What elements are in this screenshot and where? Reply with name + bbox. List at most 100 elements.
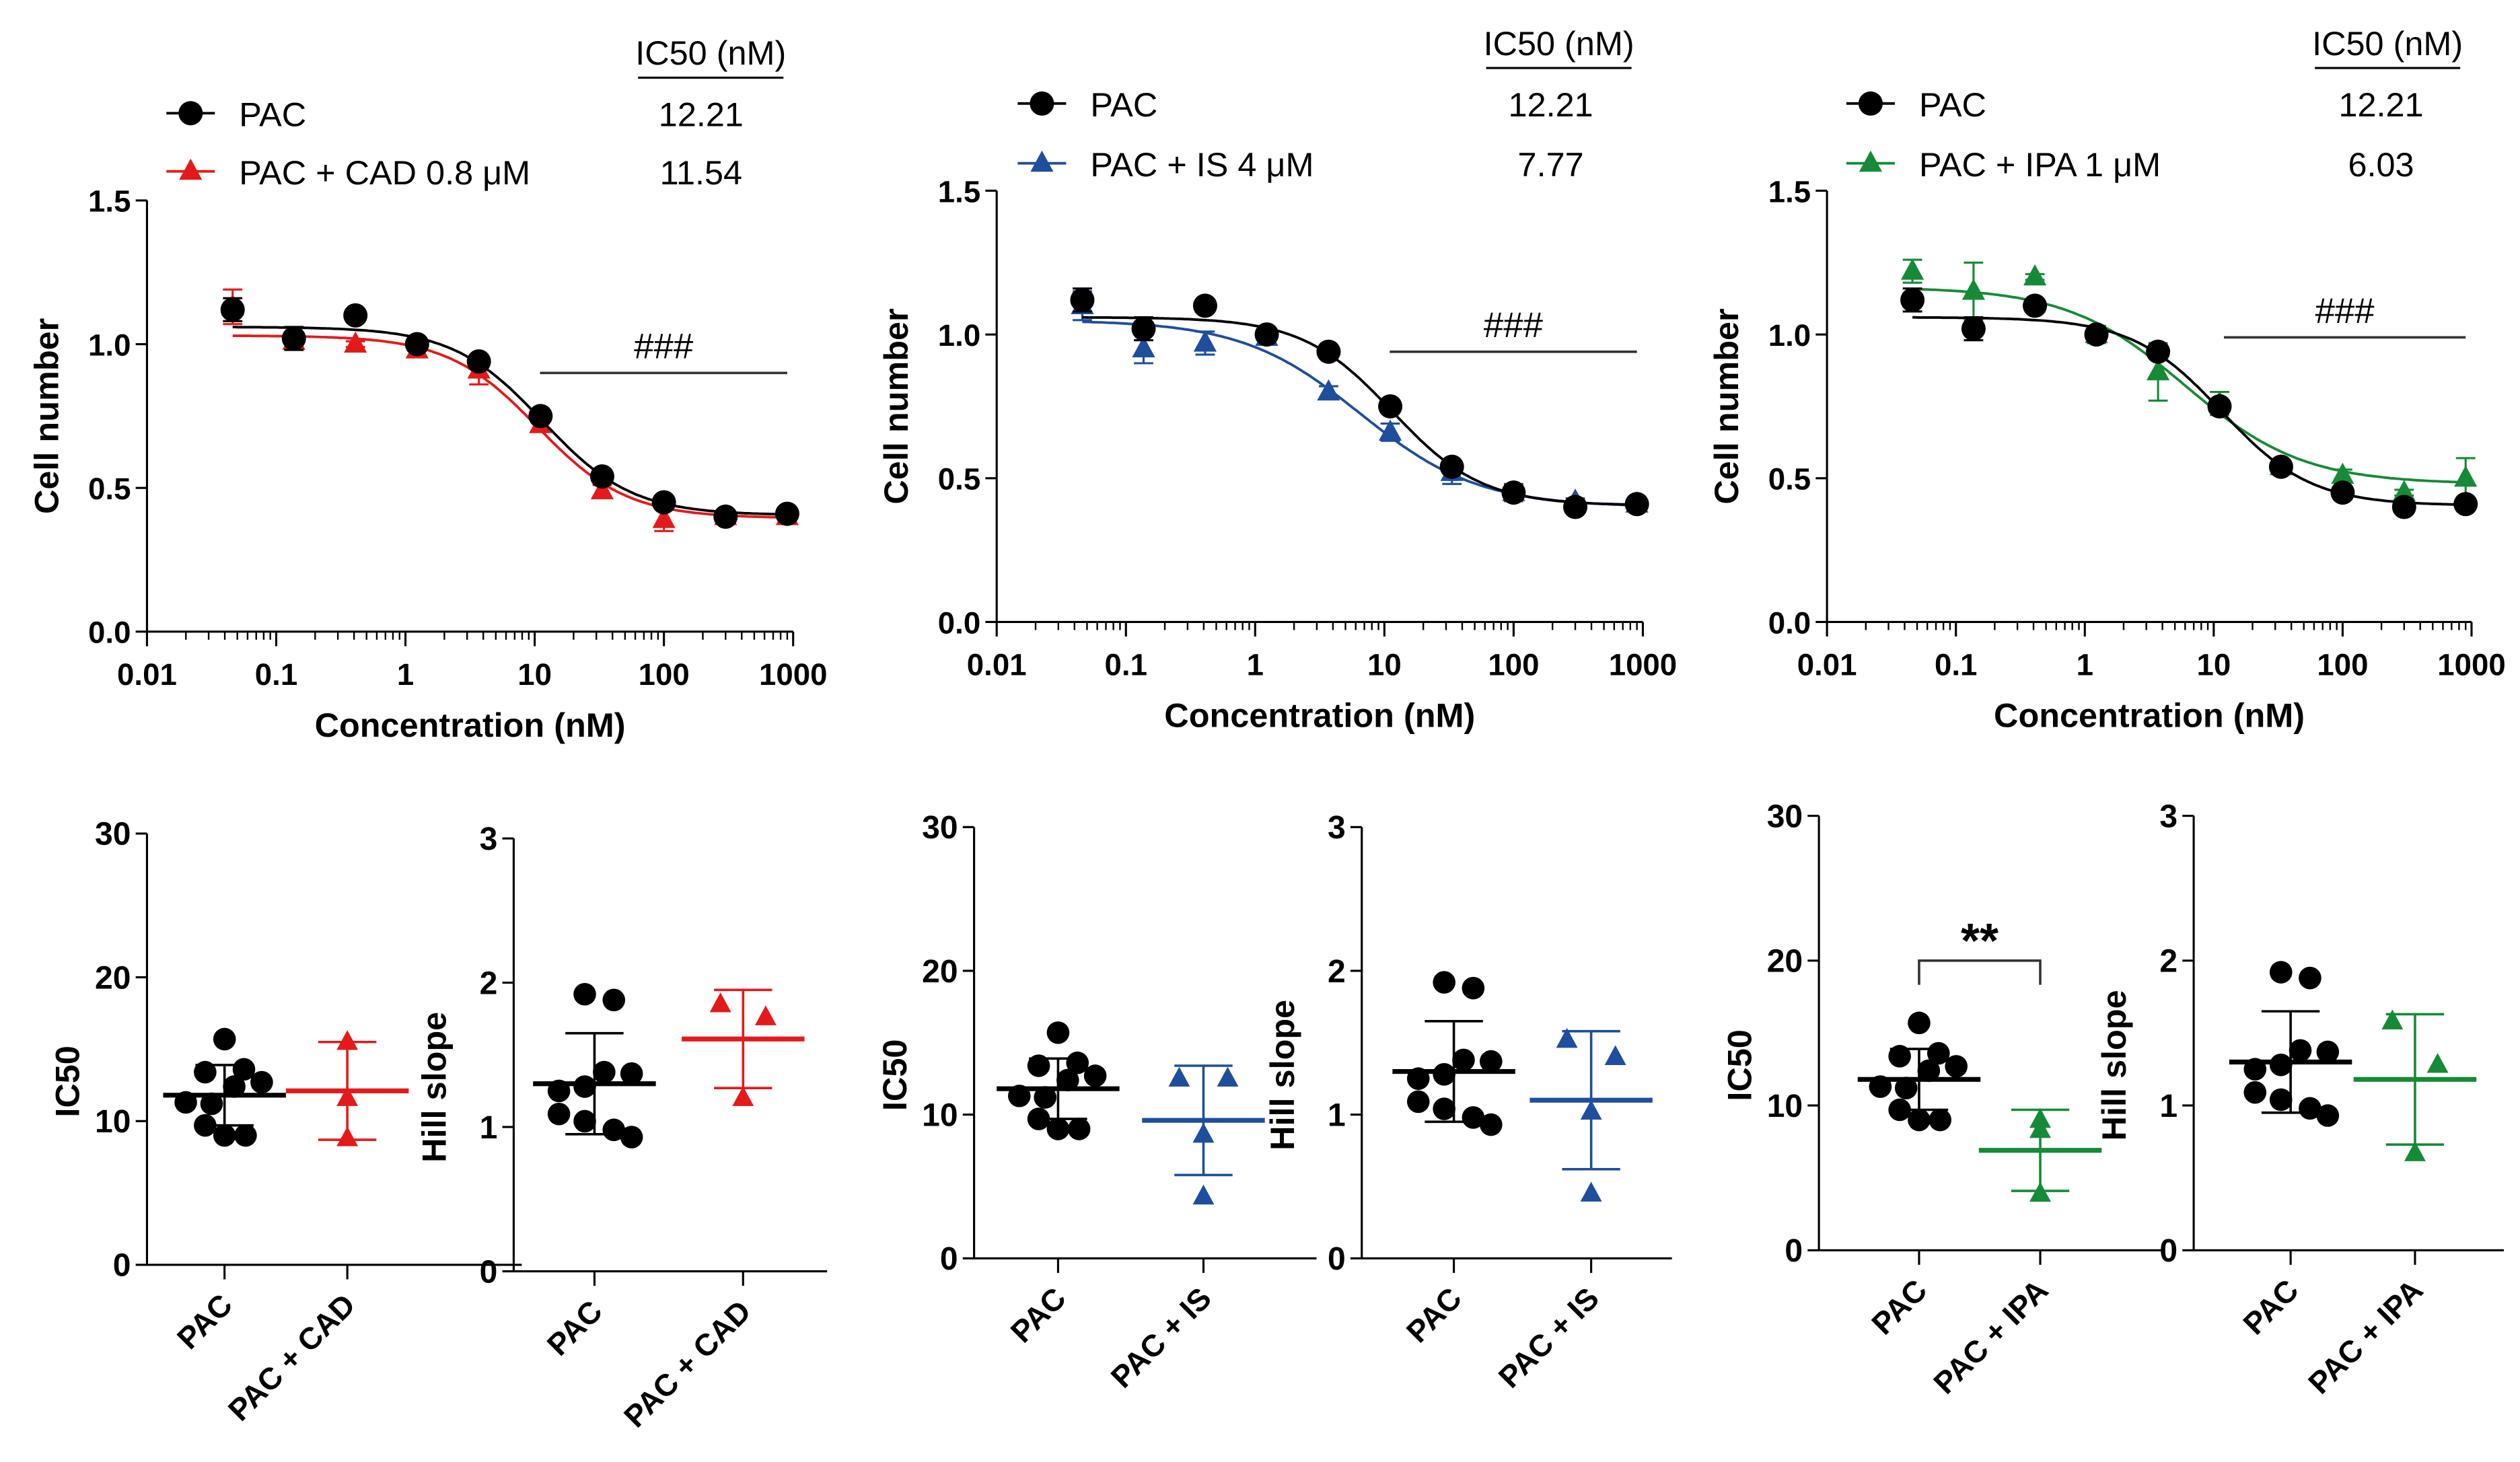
data-point [1580,1181,1602,1202]
data-point [1070,287,1095,312]
data-point [466,349,491,374]
x-tick-label: 0.1 [255,657,297,692]
data-point [2391,495,2416,519]
data-point [1961,316,1986,341]
x-tick-label: 100 [2317,648,2368,682]
ic50-value: 7.77 [1518,145,1584,184]
data-point [1046,1118,1070,1140]
x-tick-label: 1 [397,657,414,692]
y-tick-label: 0 [1328,1241,1346,1277]
ic50-header: IC50 (nM) [635,34,786,72]
data-point [1563,495,1588,519]
data-point [1888,1045,1911,1068]
group-PAC [163,1027,286,1147]
y-tick-label: 0.5 [88,472,131,506]
data-point [1479,1113,1503,1136]
y-axis-label: Hill slope [1263,1000,1301,1150]
data-point [1034,1086,1057,1109]
data-point [1131,316,1156,341]
x-tick-label: PAC [540,1294,609,1362]
y-tick-label: 1.5 [88,184,131,219]
data-point [1066,1051,1089,1074]
data-point [2023,264,2047,286]
fit-curve [232,326,787,516]
data-point [590,478,614,500]
data-point [547,1102,571,1126]
data-point [573,1075,596,1098]
group-PAC [533,982,656,1148]
x-tick-label: 10 [2196,648,2231,682]
data-point [2316,1040,2340,1064]
y-axis-label: IC50 [875,1039,914,1111]
y-tick-label: 1.0 [1768,318,1811,353]
y-tick-label: 0 [480,1254,498,1290]
data-point [1917,1059,1941,1083]
x-tick-label: 0.01 [967,648,1027,682]
data-point [1046,1021,1070,1044]
data-point [344,331,367,353]
ic50-value: 12.21 [659,95,744,133]
data-point [528,404,553,429]
data-point [1927,1041,1950,1065]
data-point [2381,1009,2404,1029]
data-point [602,1118,626,1142]
x-tick-label: PAC + IS [1104,1281,1218,1395]
legend-label: PAC + IPA 1 μM [1919,145,2161,184]
data-point [1254,322,1279,347]
legend-item-PAC: PAC 12.21 [1846,85,2424,124]
significance-label: ### [1484,305,1544,345]
fit-curve [1082,316,1637,507]
legend-label: PAC + IS 4 μM [1090,145,1313,184]
significance-label: ** [1961,914,1999,968]
data-point [1961,279,1985,300]
y-axis-label: Cell number [27,318,65,514]
y-tick-label: 0.5 [938,462,980,497]
series-PAC [220,297,799,529]
scatter-chart-2: 0 1 2 3 Hill slope PAC PAC + CAD [415,821,828,1434]
data-point [178,101,203,126]
x-tick-label: 0.01 [1797,648,1857,682]
data-point [1929,1108,1951,1132]
legend-item-IS: PAC + IS 4 μM 7.77 [1017,145,1584,184]
x-tick-label: 10 [1367,648,1402,682]
data-point [1859,150,1883,172]
data-point [1433,1097,1455,1120]
data-point [2023,293,2048,318]
ic50-value: 11.54 [660,153,742,192]
x-tick-label: 1000 [759,657,827,692]
data-point [1083,1064,1107,1087]
data-point [1900,258,1924,280]
y-axis-label: Hill slope [415,1012,454,1163]
data-point [234,1124,257,1147]
data-point [232,1058,256,1081]
series-PAC [1070,287,1649,519]
data-point [223,1075,246,1098]
y-tick-label: 0 [113,1248,131,1284]
group-PAC [1857,1011,1981,1132]
y-tick-label: 1 [2159,1089,2177,1124]
data-point [1406,1090,1430,1113]
y-tick-label: 1.0 [88,328,131,362]
data-point [652,507,676,528]
y-tick-label: 0.0 [88,616,131,650]
legend-item-IPA: PAC + IPA 1 μM 6.03 [1846,145,2414,184]
data-point [1378,394,1403,418]
y-tick-label: 0.0 [938,606,980,640]
data-point [620,1126,643,1148]
data-point [573,1109,596,1133]
data-point [2268,454,2293,479]
fit-curve [232,334,787,519]
data-point [200,1092,223,1116]
data-point [2299,1097,2321,1120]
data-point [1501,480,1526,505]
data-point [573,982,596,1006]
significance-bracket [1918,959,2042,985]
y-tick-label: 3 [480,821,498,857]
x-tick-label: PAC [170,1287,239,1356]
x-axis-label: Concentration (nM) [1164,696,1475,734]
legend-item-PAC: PAC 12.21 [166,95,744,133]
y-tick-label: 30 [922,810,958,846]
data-point [2392,480,2416,501]
y-axis-label: IC50 [1720,1029,1758,1101]
data-point [754,1005,777,1025]
